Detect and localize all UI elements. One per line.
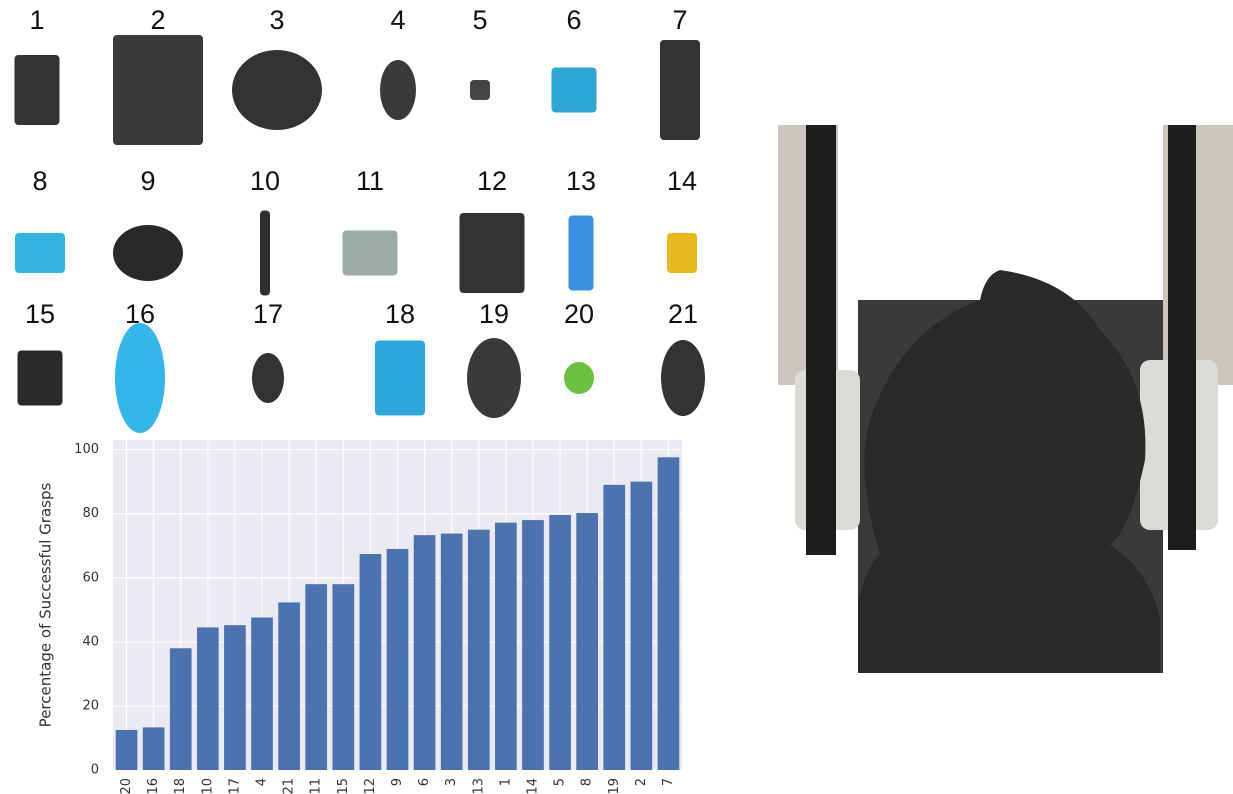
object-photo xyxy=(17,350,63,406)
bar xyxy=(440,533,463,770)
object-number: 5 xyxy=(472,5,487,35)
x-tick-label: 5 xyxy=(553,778,568,786)
object-number: 6 xyxy=(566,5,581,35)
bar xyxy=(549,514,571,770)
object-number: 12 xyxy=(477,166,507,196)
bar xyxy=(196,627,219,770)
object-number: 20 xyxy=(564,299,594,329)
bar xyxy=(576,513,599,770)
bar xyxy=(657,457,680,770)
bar xyxy=(467,529,490,770)
object-photo xyxy=(564,362,594,394)
object-photo xyxy=(661,340,705,416)
object-number: 3 xyxy=(269,5,284,35)
object-number: 17 xyxy=(253,299,283,329)
y-tick-label: 100 xyxy=(74,442,99,457)
y-tick-label: 0 xyxy=(91,763,99,778)
object-photo xyxy=(15,233,65,273)
x-tick-label: 7 xyxy=(661,778,676,786)
x-tick-label: 16 xyxy=(146,778,161,794)
grasped-object xyxy=(858,270,1160,673)
object-photo xyxy=(467,338,521,418)
bar xyxy=(413,535,436,770)
object-photo xyxy=(380,60,416,120)
object-number: 7 xyxy=(672,5,687,35)
bar xyxy=(278,602,300,770)
x-tick-label: 21 xyxy=(282,778,297,794)
object-photo xyxy=(342,230,398,276)
object-photo xyxy=(551,67,597,113)
x-tick-label: 3 xyxy=(444,778,459,786)
x-tick-label: 9 xyxy=(390,778,405,786)
bar xyxy=(169,648,192,770)
x-tick-label: 8 xyxy=(580,778,595,786)
x-tick-label: 17 xyxy=(227,778,242,794)
x-tick-label: 6 xyxy=(417,778,432,786)
object-number: 21 xyxy=(668,299,698,329)
x-tick-label: 11 xyxy=(309,778,324,794)
y-axis-label: Percentage of Successful Grasps xyxy=(37,483,55,728)
y-tick-label: 20 xyxy=(82,698,99,713)
x-tick-label: 12 xyxy=(363,778,378,794)
bar xyxy=(224,625,246,770)
object-number: 13 xyxy=(566,166,596,196)
object-photo xyxy=(568,215,594,291)
object-number: 14 xyxy=(667,166,697,196)
bar xyxy=(630,481,653,770)
object-number: 9 xyxy=(140,166,155,196)
object-number: 11 xyxy=(356,166,384,196)
x-tick-label: 15 xyxy=(336,778,351,794)
object-number: 1 xyxy=(29,5,44,35)
bar xyxy=(359,554,382,770)
object-photo xyxy=(113,35,203,145)
bar xyxy=(115,729,138,770)
bar xyxy=(603,484,626,770)
bar xyxy=(305,584,328,770)
x-tick-label: 1 xyxy=(498,778,513,786)
object-photo xyxy=(667,233,697,273)
bar xyxy=(522,520,544,770)
object-number: 8 xyxy=(32,166,47,196)
object-number: 10 xyxy=(250,166,280,196)
bar xyxy=(332,584,355,770)
y-tick-label: 60 xyxy=(82,570,99,585)
object-number: 18 xyxy=(385,299,415,329)
object-number: 4 xyxy=(390,5,405,35)
object-photo xyxy=(660,40,700,140)
bar xyxy=(495,522,517,770)
object-photo xyxy=(252,353,284,403)
x-tick-label: 18 xyxy=(173,778,188,794)
x-tick-label: 4 xyxy=(255,778,270,786)
gripper-photo xyxy=(778,125,1233,673)
x-tick-label: 2 xyxy=(634,778,649,786)
x-tick-label: 14 xyxy=(525,778,540,794)
bar xyxy=(142,727,165,770)
finger-right xyxy=(1168,125,1196,550)
object-photo xyxy=(459,213,525,293)
object-number: 15 xyxy=(25,299,55,329)
object-photo xyxy=(232,50,322,130)
object-number: 2 xyxy=(150,5,165,35)
x-tick-label: 10 xyxy=(200,778,215,794)
y-tick-label: 40 xyxy=(82,634,99,649)
object-photo xyxy=(14,55,60,125)
x-tick-label: 20 xyxy=(119,778,134,794)
object-photo xyxy=(115,323,165,433)
x-tick-label: 19 xyxy=(607,778,622,794)
finger-left xyxy=(806,125,836,555)
object-number: 19 xyxy=(479,299,509,329)
y-tick-label: 80 xyxy=(82,506,99,521)
object-photo xyxy=(113,225,183,281)
x-tick-label: 13 xyxy=(471,778,486,794)
object-photo xyxy=(470,80,490,100)
object-photo xyxy=(375,340,425,416)
bar xyxy=(251,617,273,770)
bar xyxy=(386,548,409,770)
object-photo xyxy=(260,210,270,296)
